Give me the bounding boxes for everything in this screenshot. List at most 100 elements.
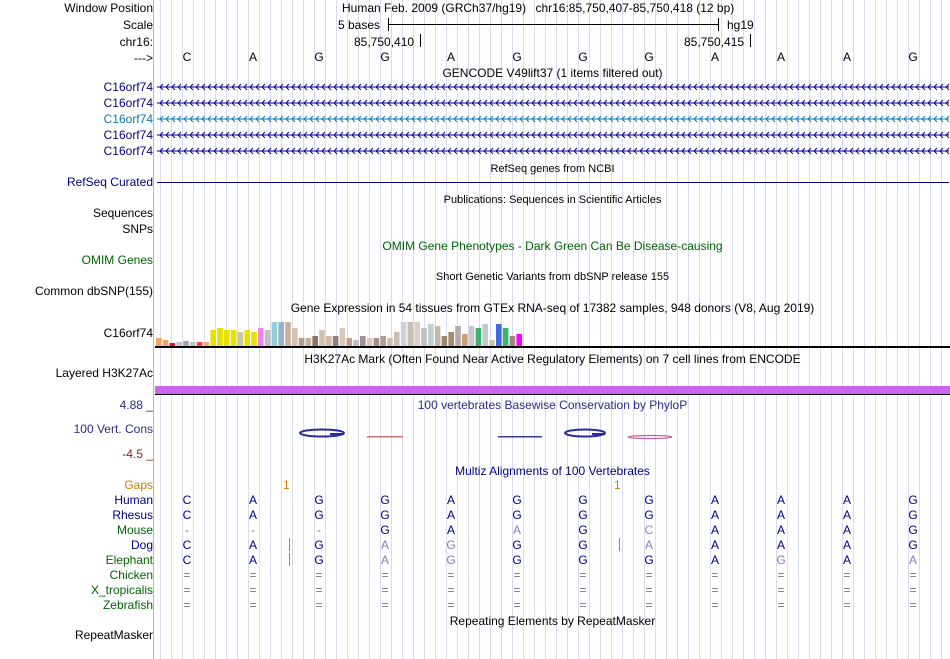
gtex-tissue-bar[interactable] [394,332,400,346]
gtex-title[interactable]: Gene Expression in 54 tissues from GTEx … [290,301,815,315]
gtex-tissue-bar[interactable] [475,328,482,346]
gencode-gene-label[interactable]: C16orf74 [103,144,153,158]
species-label[interactable]: Zebrafish [102,598,153,612]
gencode-gene-model[interactable] [0,128,950,148]
gencode-gene-model[interactable] [0,144,950,164]
gtex-tissue-bar[interactable] [305,338,312,346]
gtex-tissue-bar[interactable] [210,330,216,346]
omim-label[interactable]: OMIM Genes [81,253,153,267]
label-panel-divider[interactable] [153,0,154,659]
gtex-tissue-bar[interactable] [285,322,291,346]
publications-title[interactable]: Publications: Sequences in Scientific Ar… [443,194,662,206]
h3k27ac-signal[interactable] [155,386,950,395]
gtex-tissue-bar[interactable] [360,336,366,346]
gaps-label[interactable]: Gaps [124,478,153,492]
gtex-tissue-bar[interactable] [339,328,346,346]
species-label[interactable]: Elephant [105,553,153,567]
refseq-gene-line[interactable] [157,182,949,183]
gtex-tissue-bar[interactable] [462,334,468,346]
gtex-tissue-bar[interactable] [271,322,278,346]
gtex-tissue-bar[interactable] [496,324,502,346]
gtex-tissue-bar[interactable] [448,332,454,346]
strand-arrow-left [297,115,302,123]
gtex-tissue-bar[interactable] [217,328,223,346]
gtex-tissue-bar[interactable] [156,338,162,346]
gtex-tissue-bar[interactable] [441,336,448,346]
gtex-label[interactable]: C16orf74 [103,326,153,340]
gtex-tissue-bar[interactable] [203,342,210,346]
gtex-tissue-bar[interactable] [353,340,359,346]
gencode-gene-model[interactable] [0,96,950,116]
strand-arrow-left [585,147,590,155]
gtex-tissue-bar[interactable] [428,324,434,346]
gtex-tissue-bar[interactable] [224,330,230,346]
species-label[interactable]: X_tropicalis [90,583,153,597]
gtex-tissue-bar[interactable] [332,336,339,346]
gencode-gene-model[interactable] [0,112,950,132]
gtex-tissue-bar[interactable] [251,332,257,346]
dbsnp-label[interactable]: Common dbSNP(155) [34,284,153,298]
gencode-gene-label[interactable]: C16orf74 [103,96,153,110]
gencode-title[interactable]: GENCODE V49lift37 (1 items filtered out) [442,66,663,80]
gencode-gene-label[interactable]: C16orf74 [103,128,153,142]
repeatmasker-label[interactable]: RepeatMasker [74,628,153,642]
gtex-tissue-bar[interactable] [434,326,441,346]
gtex-tissue-bar[interactable] [414,322,420,346]
gtex-tissue-bar[interactable] [237,332,244,346]
gtex-tissue-bar[interactable] [312,336,318,346]
species-label[interactable]: Dog [130,538,153,552]
species-label[interactable]: Chicken [109,568,153,582]
gtex-tissue-bar[interactable] [244,330,250,346]
gtex-tissue-bar[interactable] [516,334,522,346]
gtex-tissue-bar[interactable] [482,324,488,346]
gtex-tissue-bar[interactable] [278,322,284,346]
gtex-tissue-bar[interactable] [400,322,407,346]
gtex-tissue-bar[interactable] [190,342,196,346]
gtex-tissue-bar[interactable] [380,336,386,346]
refseq-label[interactable]: RefSeq Curated [66,175,153,189]
gtex-tissue-bar[interactable] [421,328,427,346]
multiz-title[interactable]: Multiz Alignments of 100 Vertebrates [455,464,650,478]
gtex-tissue-bar[interactable] [387,338,393,346]
dbsnp-title[interactable]: Short Genetic Variants from dbSNP releas… [435,271,670,283]
species-label[interactable]: Rhesus [112,508,153,522]
gtex-tissue-bar[interactable] [489,340,495,346]
gtex-tissue-bar[interactable] [292,328,298,346]
refseq-title[interactable]: RefSeq genes from NCBI [490,163,615,175]
species-label[interactable]: Mouse [116,523,153,537]
gtex-tissue-bar[interactable] [258,328,264,346]
snps-label[interactable]: SNPs [122,222,153,236]
gtex-tissue-bar[interactable] [183,341,189,346]
gencode-gene-label[interactable]: C16orf74 [103,112,153,126]
gtex-tissue-bar[interactable] [196,342,203,346]
gencode-gene-model[interactable] [0,80,950,100]
gtex-tissue-bar[interactable] [373,338,380,346]
gtex-tissue-bar[interactable] [319,330,325,346]
gtex-tissue-bar[interactable] [326,336,332,346]
gtex-tissue-bar[interactable] [468,326,475,346]
phylop-title[interactable]: 100 vertebrates Basewise Conservation by… [417,398,688,412]
gtex-tissue-bar[interactable] [407,322,414,346]
gtex-tissue-bar[interactable] [455,326,461,346]
gtex-tissue-bar[interactable] [298,338,305,346]
gtex-tissue-bar[interactable] [509,336,516,346]
repeatmasker-title[interactable]: Repeating Elements by RepeatMasker [449,614,656,628]
omim-title[interactable]: OMIM Gene Phenotypes - Dark Green Can Be… [382,239,723,253]
publications-label[interactable]: Sequences [92,206,153,220]
gtex-tissue-bar[interactable] [346,338,352,346]
gtex-tissue-bar[interactable] [176,342,182,346]
h3k27ac-title[interactable]: H3K27Ac Mark (Often Found Near Active Re… [304,352,801,366]
gtex-tissue-bar[interactable] [230,330,237,346]
gtex-tissue-bar[interactable] [502,328,509,346]
species-label[interactable]: Human [114,493,153,507]
strand-arrow-left [681,131,686,139]
gtex-tissue-bar[interactable] [162,340,169,346]
gencode-gene-label[interactable]: C16orf74 [103,80,153,94]
gtex-tissue-bar[interactable] [264,330,271,346]
gtex-tissue-bar[interactable] [169,343,176,346]
phylop-label[interactable]: 100 Vert. Cons [73,422,153,436]
h3k27ac-label[interactable]: Layered H3K27Ac [55,366,153,380]
gtex-tissue-bar[interactable] [366,338,373,346]
